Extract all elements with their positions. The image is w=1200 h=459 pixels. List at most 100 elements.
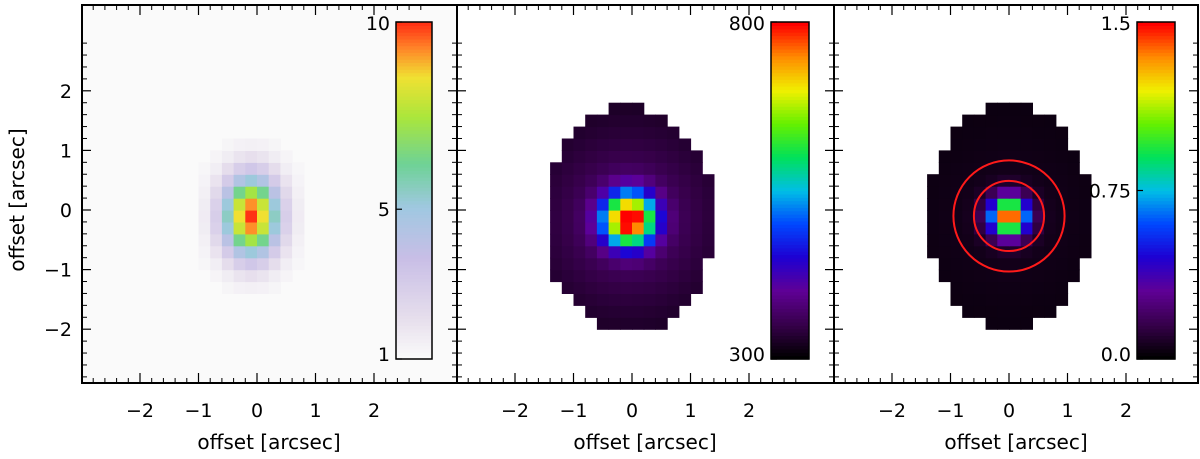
image-pixel bbox=[962, 305, 975, 318]
colorbar-tick-label: 800 bbox=[729, 13, 765, 35]
colorbar-segment bbox=[771, 234, 809, 239]
colorbar-segment bbox=[771, 116, 809, 121]
image-pixel bbox=[292, 162, 305, 175]
image-pixel bbox=[585, 138, 598, 151]
colorbar-segment bbox=[396, 355, 432, 360]
image-pixel bbox=[1044, 150, 1057, 163]
image-pixel bbox=[550, 221, 563, 235]
image-pixel bbox=[221, 150, 235, 163]
colorbar-segment bbox=[396, 170, 432, 175]
image-pixel bbox=[1009, 210, 1022, 223]
image-pixel bbox=[1079, 233, 1092, 247]
image-pixel bbox=[643, 162, 656, 175]
axis-ticks: −2 −2 −1 −1 0 0 1 1 2 2 bbox=[44, 5, 457, 422]
y-tick-label: −1 bbox=[44, 260, 72, 282]
colorbar-segment bbox=[396, 32, 432, 37]
colorbar-segment bbox=[1137, 190, 1175, 195]
image-pixel bbox=[1044, 210, 1057, 223]
image-pixel bbox=[1055, 257, 1069, 271]
colorbar-tick-label: 5 bbox=[378, 199, 390, 221]
image-pixel bbox=[938, 210, 952, 223]
image-pixel bbox=[245, 257, 258, 271]
colorbar-segment bbox=[1137, 318, 1175, 323]
image-pixel bbox=[1009, 245, 1022, 259]
colorbar-segment bbox=[1137, 123, 1175, 128]
image-pixel bbox=[643, 305, 656, 318]
image-pixel bbox=[1020, 245, 1033, 259]
colorbar-segment bbox=[1137, 153, 1175, 158]
image-pixel bbox=[198, 221, 211, 235]
image-pixel bbox=[973, 150, 987, 163]
colorbar-segment bbox=[1137, 163, 1175, 168]
image-pixel bbox=[997, 114, 1010, 128]
colorbar-frame bbox=[770, 21, 810, 360]
colorbar-segment bbox=[1137, 112, 1175, 117]
image-pixel bbox=[573, 162, 586, 175]
colorbar-segment bbox=[1137, 177, 1175, 181]
colorbar-segment bbox=[771, 59, 809, 64]
image-pixel bbox=[643, 221, 656, 235]
image-pixel bbox=[561, 174, 575, 187]
colorbar-segment bbox=[396, 335, 432, 340]
colorbar-segment bbox=[771, 214, 809, 219]
image-pixel bbox=[678, 174, 692, 187]
image-pixel bbox=[997, 198, 1010, 211]
image-pixel bbox=[927, 210, 940, 223]
image-pixel bbox=[573, 210, 586, 223]
image-pixel bbox=[280, 150, 293, 163]
image-pixel bbox=[690, 174, 703, 187]
colorbar-segment bbox=[396, 217, 432, 222]
colorbar-segment bbox=[396, 271, 432, 276]
image-pixel bbox=[973, 269, 987, 283]
image-pixel bbox=[1020, 198, 1033, 211]
colorbar-segment bbox=[1137, 59, 1175, 64]
colorbar-segment bbox=[1137, 308, 1175, 313]
image-pixel bbox=[962, 174, 975, 187]
x-tick-label: 1 bbox=[309, 400, 321, 422]
image-pixel bbox=[280, 233, 293, 247]
image-pixel bbox=[257, 281, 270, 294]
colorbar-segment bbox=[771, 38, 809, 43]
image-pixel bbox=[997, 210, 1010, 223]
image-pixel bbox=[702, 245, 715, 259]
colorbar-segment bbox=[1137, 268, 1175, 272]
colorbar-segment bbox=[1137, 338, 1175, 343]
image-pixel bbox=[585, 174, 598, 187]
colorbar-segment bbox=[396, 116, 432, 121]
image-pixel bbox=[1020, 221, 1033, 235]
colorbar-segment bbox=[1137, 96, 1175, 101]
colorbar-segment bbox=[396, 35, 432, 40]
colorbar-segment bbox=[396, 315, 432, 320]
colorbar-segment bbox=[1137, 348, 1175, 353]
colorbar-segment bbox=[396, 345, 432, 350]
colorbar-segment bbox=[396, 22, 432, 26]
colorbar-segment bbox=[1137, 210, 1175, 215]
colorbar-segment bbox=[396, 257, 432, 262]
colorbar-segment bbox=[396, 72, 432, 77]
colorbar-segment bbox=[1137, 183, 1175, 188]
colorbar-segment bbox=[396, 109, 432, 114]
image-pixel bbox=[655, 210, 668, 223]
colorbar-segment bbox=[396, 173, 432, 178]
image-pixel bbox=[573, 126, 586, 140]
image-pixel bbox=[1067, 174, 1080, 187]
image-pixel bbox=[608, 174, 621, 187]
image-pixel bbox=[973, 305, 987, 318]
image-pixel bbox=[620, 233, 633, 247]
colorbar-segment bbox=[771, 335, 809, 340]
image-pixel bbox=[550, 233, 563, 247]
image-pixel bbox=[1044, 257, 1057, 271]
image-pixel bbox=[233, 198, 246, 211]
image-pixel bbox=[973, 114, 987, 128]
image-pixel bbox=[245, 210, 258, 223]
image-pixel bbox=[1032, 305, 1045, 318]
colorbar-segment bbox=[396, 342, 432, 347]
colorbar-segment bbox=[1137, 274, 1175, 279]
panel-2: 300 800 −2 −1 0 1 2 bbox=[456, 4, 835, 422]
image-map bbox=[550, 102, 715, 330]
image-pixel bbox=[643, 186, 656, 199]
image-pixel bbox=[1044, 198, 1057, 211]
colorbar-segment bbox=[396, 291, 432, 296]
colorbar-segment bbox=[1137, 65, 1175, 70]
image-pixel bbox=[268, 186, 281, 199]
